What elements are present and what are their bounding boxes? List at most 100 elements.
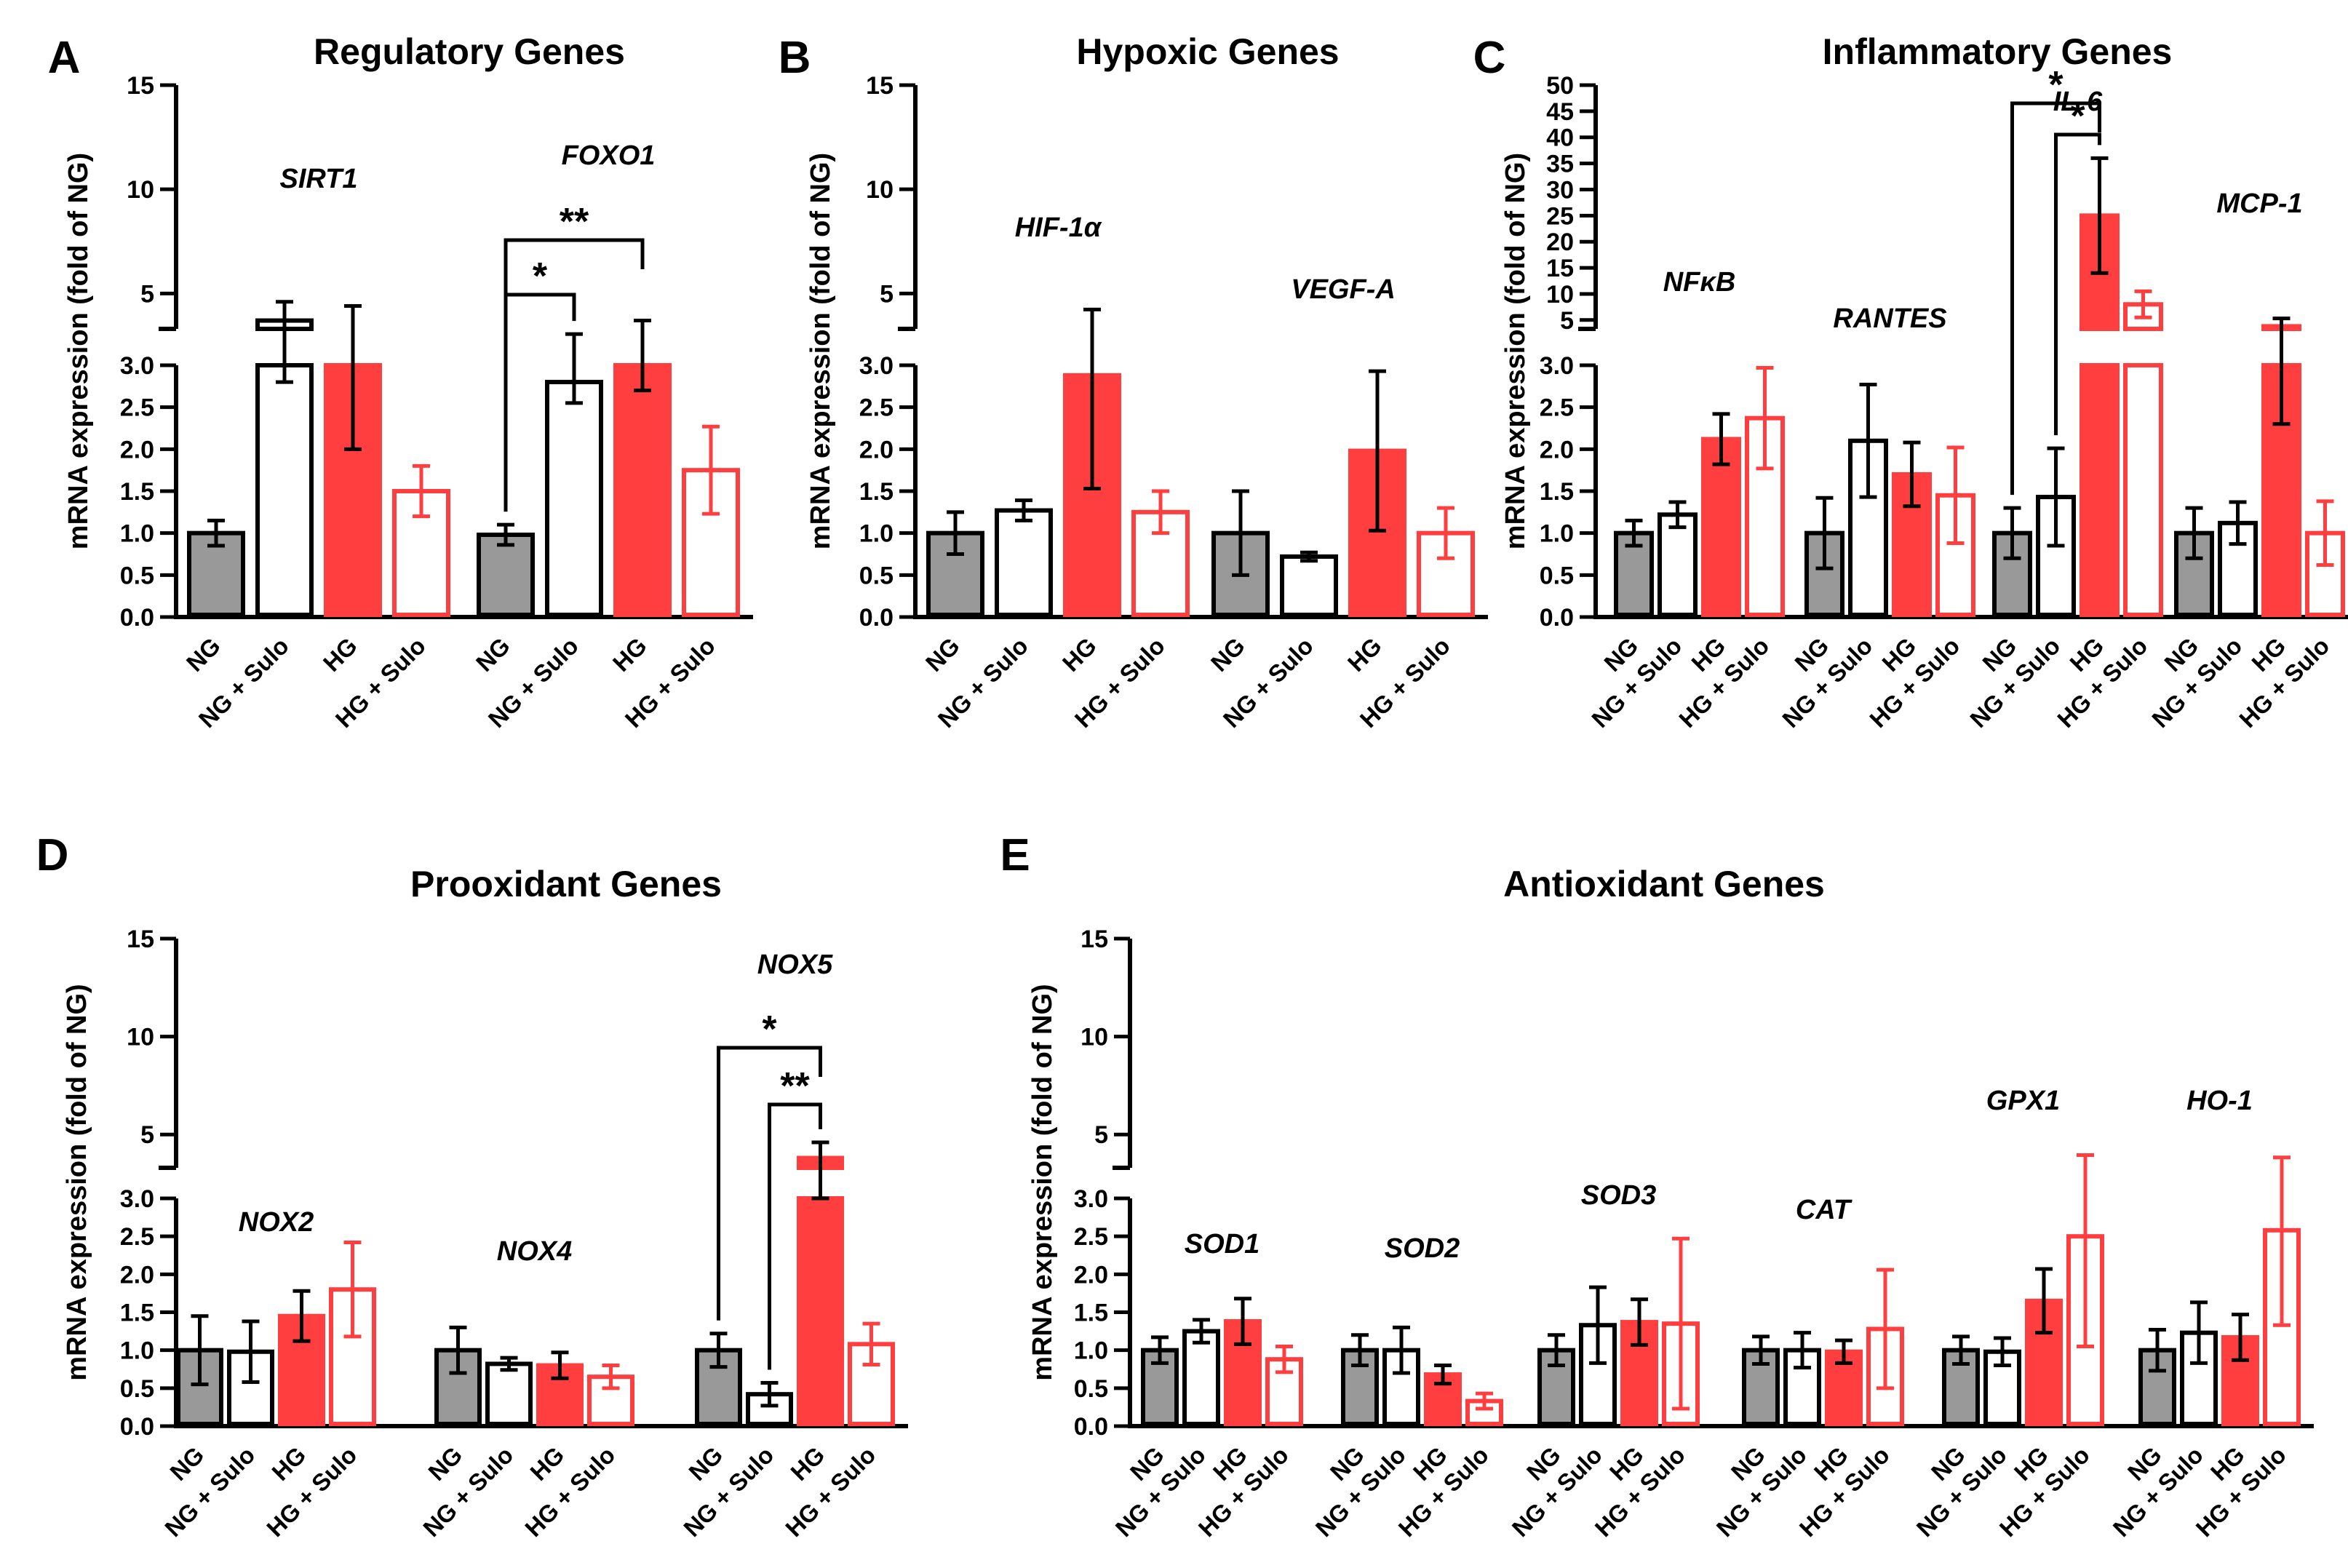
significance-label: ** [560, 201, 589, 243]
panel-title: Antioxidant Genes [1503, 864, 1825, 904]
y-tick-label: 0.0 [1074, 1413, 1108, 1441]
y-tick-label: 45 [1546, 98, 1574, 126]
y-tick-label: 0.0 [1540, 604, 1574, 632]
significance-label: * [2048, 64, 2064, 106]
y-tick-label: 2.5 [1074, 1223, 1108, 1251]
gene-label: SOD2 [1385, 1233, 1460, 1264]
y-tick-label: 2.0 [120, 1261, 154, 1289]
bar [477, 532, 535, 617]
y-tick-label: 5 [880, 280, 894, 308]
bar [613, 363, 672, 617]
y-tick-label: 5 [1560, 307, 1574, 335]
panel-C: C Inflammatory Genes mRNA expression (fold… [1473, 31, 2348, 733]
y-tick-label: 10 [127, 176, 154, 204]
y-tick-label: 0.5 [1540, 562, 1574, 589]
gene-label: NOX5 [757, 950, 833, 980]
y-tick-label: 0.5 [859, 562, 894, 589]
bar [1537, 1348, 1575, 1426]
gene-label: NFκB [1663, 267, 1736, 298]
y-tick-label: 30 [1546, 176, 1574, 204]
significance-label: * [2070, 95, 2085, 138]
bracket-line [504, 238, 645, 512]
gene-label: VEGF-A [1291, 274, 1396, 305]
y-tick-label: 35 [1546, 151, 1574, 178]
gene-label: MCP-1 [2216, 188, 2302, 219]
y-tick-label: 1.0 [1540, 520, 1574, 548]
x-tick-label: HG [318, 632, 362, 677]
y-axis-label: mRNA expression (fold of NG) [63, 153, 94, 549]
y-tick-label: 25 [1546, 202, 1574, 230]
y-tick-label: 1.0 [120, 1337, 154, 1365]
y-axis-label: mRNA expression (fold of NG) [805, 153, 836, 549]
significance-bracket: ** [504, 201, 645, 512]
y-tick-label: 0.5 [1074, 1375, 1108, 1403]
bar [2080, 363, 2120, 617]
y-tick-label: 3.0 [120, 352, 154, 380]
y-tick-label: 0.0 [859, 604, 894, 632]
panel-letter: D [36, 830, 69, 880]
bar [1465, 1398, 1503, 1426]
bar [187, 530, 245, 618]
x-tick-label: HG [1342, 632, 1387, 677]
y-tick-label: 15 [1546, 255, 1574, 282]
panel-title: Hypoxic Genes [1076, 31, 1339, 72]
panel-E: E Antioxidant Genes mRNA expression (fold … [1000, 830, 2314, 1542]
y-tick-label: 3.0 [859, 352, 894, 380]
y-tick-label: 10 [866, 176, 894, 204]
y-tick-label: 5 [140, 280, 154, 308]
y-axis-label: mRNA expression (fold of NG) [1500, 153, 1531, 549]
bar [1280, 554, 1338, 618]
y-tick-label: 2.0 [859, 436, 894, 463]
bar [255, 363, 314, 617]
y-tick-label: 20 [1546, 228, 1574, 256]
x-tick-label: NG [181, 632, 226, 677]
x-tick-label: NG [920, 632, 965, 677]
panel-letter: B [779, 33, 811, 83]
y-tick-label: 5 [1094, 1121, 1108, 1149]
gene-label: SOD1 [1185, 1229, 1259, 1259]
y-tick-label: 2.0 [1540, 436, 1574, 463]
y-tick-label: 15 [127, 72, 154, 100]
y-tick-label: 2.5 [120, 394, 154, 422]
y-tick-label: 3.0 [120, 1185, 154, 1213]
significance-bracket: ** [768, 1065, 822, 1370]
gene-label: RANTES [1833, 303, 1946, 334]
x-tick-label: NG [471, 632, 515, 677]
significance-label: * [762, 1008, 777, 1051]
bar [2123, 363, 2163, 617]
significance-label: ** [780, 1065, 810, 1107]
x-tick-label: HG [608, 632, 652, 677]
panel-title: Inflammatory Genes [1823, 31, 2173, 72]
x-tick-label: HG [1057, 632, 1102, 677]
bar [545, 380, 603, 617]
y-tick-label: 1.5 [1074, 1300, 1108, 1327]
panel-letter: E [1000, 830, 1030, 880]
bar [1182, 1329, 1220, 1427]
y-tick-label: 5 [140, 1121, 154, 1149]
y-tick-label: 0.5 [120, 1375, 154, 1403]
gene-label: CAT [1796, 1195, 1852, 1225]
y-tick-label: 15 [127, 926, 154, 953]
y-tick-label: 40 [1546, 124, 1574, 152]
y-tick-label: 0.0 [120, 604, 154, 632]
bar [1848, 438, 1888, 617]
gene-label: FOXO1 [562, 140, 656, 171]
panel-letter: A [48, 33, 81, 83]
bar [2174, 530, 2214, 618]
gene-label: GPX1 [1986, 1086, 2060, 1116]
y-tick-label: 15 [866, 72, 894, 100]
gene-label: HO-1 [2186, 1086, 2253, 1116]
y-tick-label: 1.5 [120, 1300, 154, 1327]
